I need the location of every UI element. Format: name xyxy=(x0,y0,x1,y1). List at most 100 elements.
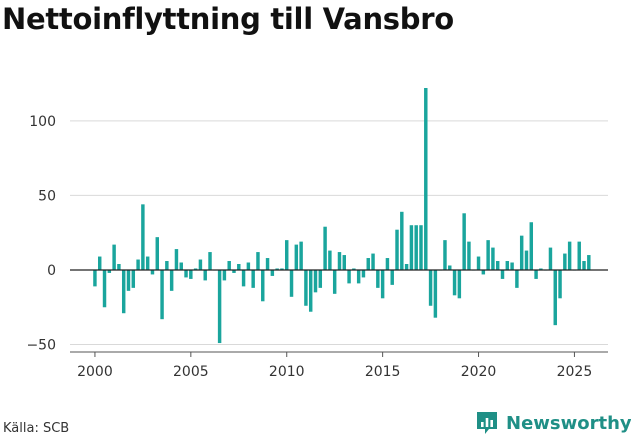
bar xyxy=(404,264,409,270)
bar xyxy=(136,259,140,270)
bar xyxy=(534,269,538,279)
bar xyxy=(246,262,251,270)
bar xyxy=(126,269,131,291)
x-tick-label: 2015 xyxy=(365,364,401,380)
bar xyxy=(433,269,438,318)
bar xyxy=(510,262,514,270)
bar xyxy=(155,237,159,270)
bar xyxy=(563,253,567,270)
bar xyxy=(280,268,284,270)
bar xyxy=(313,269,318,293)
bar xyxy=(424,88,428,270)
bar xyxy=(352,268,356,270)
y-tick-label: 50 xyxy=(38,188,56,204)
bar xyxy=(495,261,500,270)
bar xyxy=(390,269,394,285)
bar xyxy=(361,269,366,278)
bar xyxy=(318,269,323,288)
source-note: Källa: SCB xyxy=(3,421,70,436)
bar xyxy=(409,225,414,270)
bar xyxy=(241,269,246,287)
bar xyxy=(112,244,116,270)
bar xyxy=(208,252,212,270)
bar xyxy=(117,264,121,270)
bar xyxy=(217,269,222,344)
bar xyxy=(539,268,543,270)
bar xyxy=(524,250,529,270)
bar xyxy=(332,269,337,294)
bar xyxy=(356,269,361,284)
bar xyxy=(121,269,126,314)
brand-name: Newsworthy xyxy=(506,412,631,434)
bar xyxy=(98,256,102,270)
chart-title: Nettoinflyttning till Vansbro xyxy=(2,2,454,36)
bar xyxy=(500,269,505,279)
bar xyxy=(189,269,193,279)
bar xyxy=(371,253,375,270)
bar xyxy=(428,269,433,306)
bar xyxy=(160,269,164,320)
bar xyxy=(452,269,457,296)
bar xyxy=(567,241,572,270)
bar xyxy=(289,269,294,297)
newsworthy-logo-icon xyxy=(477,412,497,434)
bar xyxy=(232,269,236,273)
bar xyxy=(179,262,183,270)
y-tick-label: 0 xyxy=(47,263,56,279)
bar xyxy=(251,269,255,288)
bar xyxy=(237,264,241,270)
bar xyxy=(491,247,495,270)
bar xyxy=(198,259,203,270)
bar xyxy=(261,269,265,302)
bar xyxy=(145,256,150,270)
x-tick-label: 2025 xyxy=(557,364,593,380)
bar xyxy=(380,269,385,299)
bar xyxy=(165,261,169,270)
bar xyxy=(323,226,327,270)
bar xyxy=(328,250,332,270)
bar xyxy=(304,269,308,306)
bar xyxy=(342,255,347,270)
bar xyxy=(376,269,380,288)
y-tick-label: −50 xyxy=(26,338,56,354)
bar xyxy=(505,261,510,270)
bar xyxy=(169,269,174,291)
bar xyxy=(400,211,404,270)
bar xyxy=(395,229,399,270)
bar xyxy=(476,256,481,270)
bar xyxy=(150,269,155,275)
bar xyxy=(366,258,370,270)
bar xyxy=(577,241,581,270)
bar xyxy=(131,269,136,288)
bar xyxy=(419,225,423,270)
bar xyxy=(448,265,452,270)
x-tick-label: 2010 xyxy=(269,364,305,380)
bar xyxy=(347,269,351,284)
x-tick-label: 2000 xyxy=(77,364,113,380)
bar xyxy=(553,269,557,326)
bar xyxy=(414,225,418,270)
bar xyxy=(486,240,490,270)
bar xyxy=(337,252,342,270)
bar xyxy=(270,269,275,276)
bar xyxy=(558,269,562,299)
bar xyxy=(107,269,112,273)
bar xyxy=(141,204,145,270)
bar xyxy=(385,258,390,270)
bar xyxy=(457,269,462,299)
x-tick-label: 2005 xyxy=(173,364,209,380)
bar xyxy=(529,222,534,270)
bar xyxy=(582,261,586,270)
bar xyxy=(299,241,303,270)
bar xyxy=(467,241,471,270)
bar xyxy=(203,269,207,281)
bar xyxy=(285,240,289,270)
y-tick-label: 100 xyxy=(29,114,56,130)
bar xyxy=(481,269,486,275)
bar xyxy=(462,213,466,270)
bar xyxy=(222,269,227,281)
bar xyxy=(587,255,591,270)
brand-logo: Newsworthy xyxy=(474,409,631,437)
bar xyxy=(275,268,279,270)
